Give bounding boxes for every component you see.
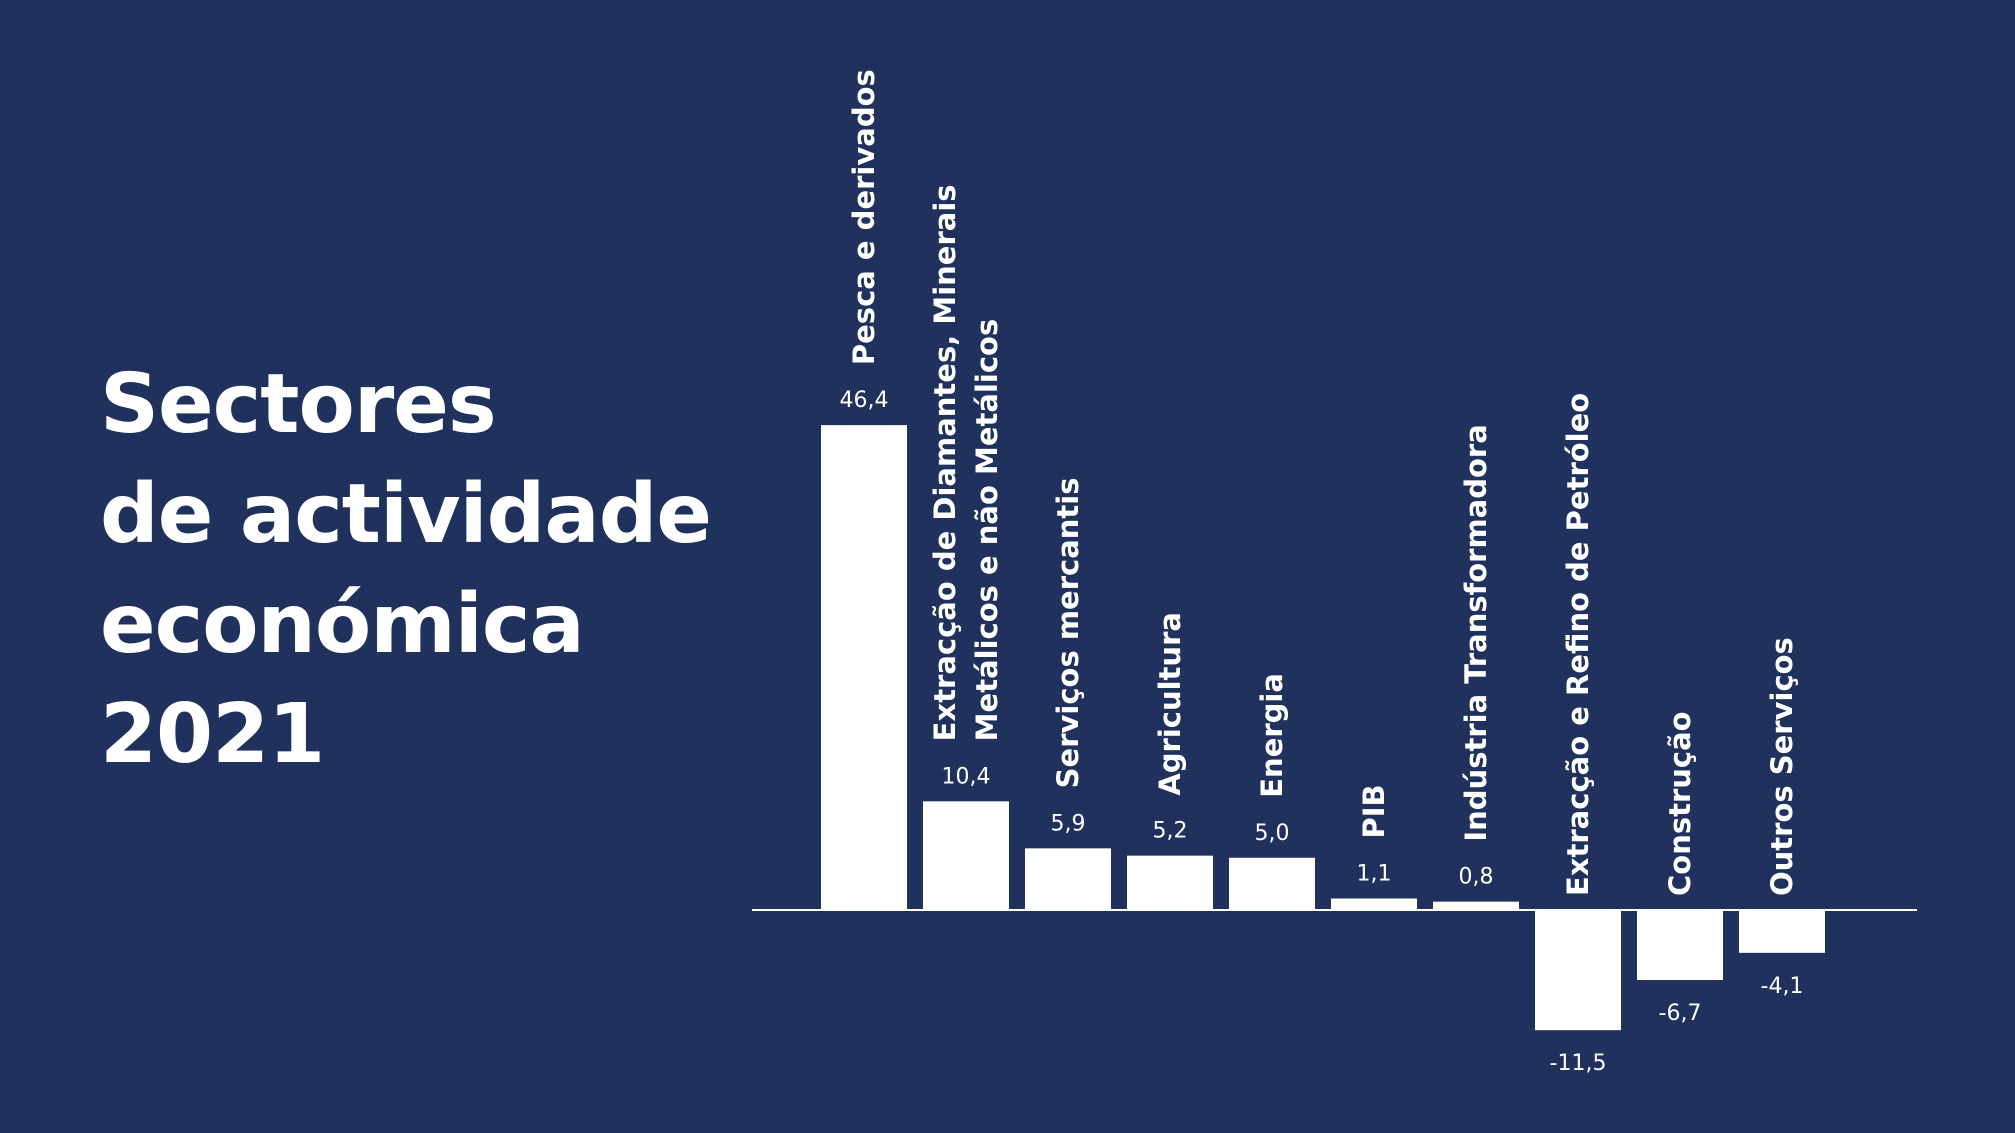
category-label-5-line-1: Energia xyxy=(1255,673,1289,798)
bar-5 xyxy=(1229,857,1315,910)
bar-1 xyxy=(821,425,907,910)
category-label-2: Extracção de Diamantes, Minerais Metálico… xyxy=(928,184,1004,741)
category-label-6-line-1: PIB xyxy=(1357,784,1391,838)
value-label-10: -4,1 xyxy=(1761,974,1804,999)
category-label-1-line-1: Pesca e derivados xyxy=(847,69,881,365)
bar-3 xyxy=(1025,848,1111,910)
category-label-4: Agricultura xyxy=(1153,612,1187,796)
bar-9 xyxy=(1637,910,1723,981)
category-label-8: Extracção e Refino de Petróleo xyxy=(1561,393,1595,896)
value-label-7: 0,8 xyxy=(1459,865,1494,890)
bar-6 xyxy=(1331,898,1417,910)
title-line-3: económica xyxy=(100,577,585,672)
title-line-2: de actividade xyxy=(100,467,712,562)
value-label-5: 5,0 xyxy=(1255,821,1290,846)
value-label-9: -6,7 xyxy=(1659,1001,1702,1026)
category-label-8-line-1: Extracção e Refino de Petróleo xyxy=(1561,393,1595,896)
category-label-3-line-1: Serviços mercantis xyxy=(1051,478,1085,789)
bar-2 xyxy=(923,801,1009,910)
category-label-9-line-1: Construção xyxy=(1663,711,1697,896)
category-label-6: PIB xyxy=(1357,784,1391,838)
category-label-3: Serviços mercantis xyxy=(1051,478,1085,789)
title-line-4: 2021 xyxy=(100,687,325,782)
category-label-7: Indústria Transformadora xyxy=(1459,424,1493,841)
chart-title: Sectores de actividade económica 2021 xyxy=(100,350,712,790)
category-label-9: Construção xyxy=(1663,711,1697,896)
category-label-10: Outros Serviços xyxy=(1765,637,1799,896)
bar-10 xyxy=(1739,910,1825,953)
category-label-7-line-1: Indústria Transformadora xyxy=(1459,424,1493,841)
bar-8 xyxy=(1535,910,1621,1031)
category-label-5: Energia xyxy=(1255,673,1289,798)
value-label-8: -11,5 xyxy=(1550,1051,1607,1076)
category-label-2-line-1: Extracção de Diamantes, Minerais xyxy=(928,184,962,741)
value-label-3: 5,9 xyxy=(1051,811,1086,836)
bar-4 xyxy=(1127,855,1213,910)
value-label-4: 5,2 xyxy=(1153,819,1188,844)
value-label-1: 46,4 xyxy=(840,388,889,413)
value-label-6: 1,1 xyxy=(1357,862,1392,887)
category-label-1: Pesca e derivados xyxy=(847,69,881,365)
category-label-10-line-1: Outros Serviços xyxy=(1765,637,1799,896)
bar-7 xyxy=(1433,901,1519,910)
category-label-4-line-1: Agricultura xyxy=(1153,612,1187,796)
value-label-2: 10,4 xyxy=(942,764,991,789)
title-line-1: Sectores xyxy=(100,357,497,452)
category-label-2-line-2: Metálicos e não Metálicos xyxy=(970,319,1004,742)
